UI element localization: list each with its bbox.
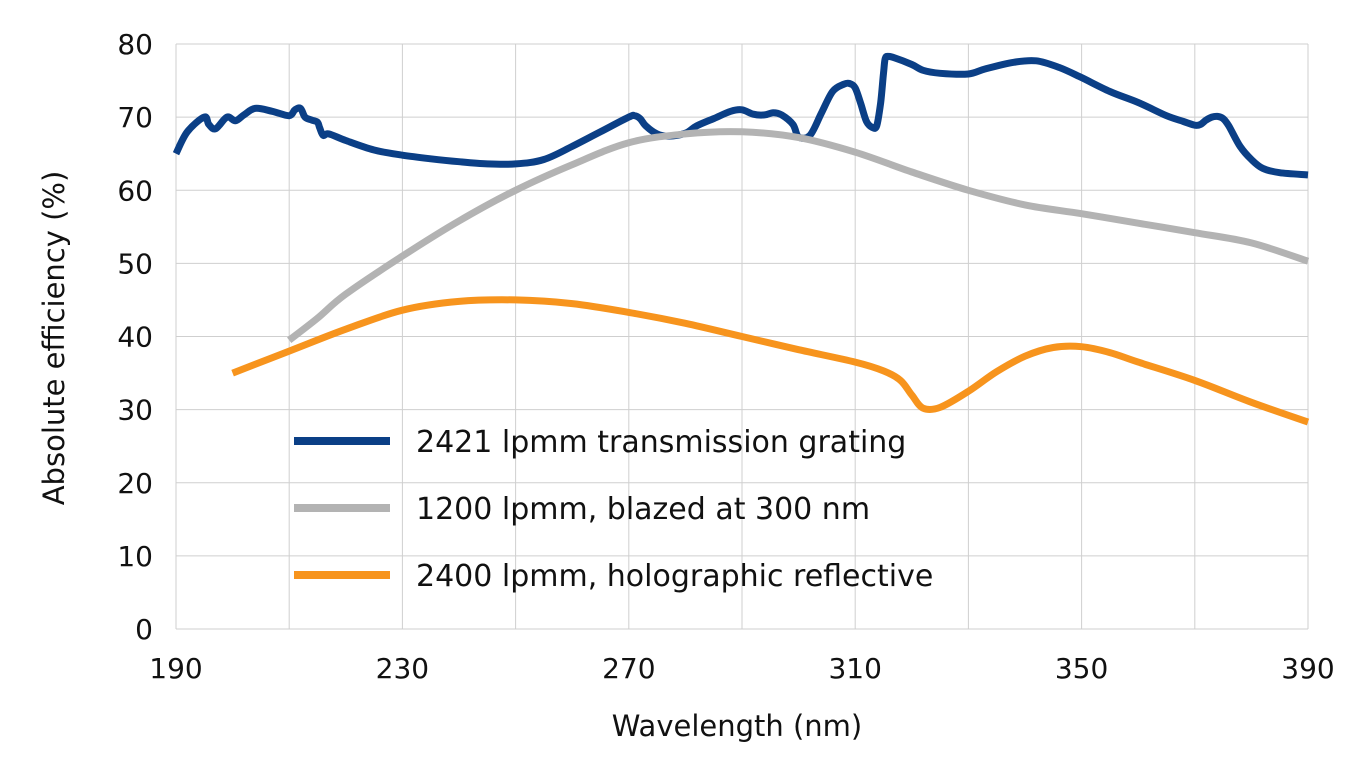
y-tick-label: 20	[117, 467, 153, 500]
y-axis-label: Absolute efficiency (%)	[37, 171, 71, 506]
x-tick-label: 390	[1281, 652, 1334, 685]
legend-label: 2421 lpmm transmission grating	[416, 425, 906, 460]
y-tick-label: 50	[117, 247, 153, 280]
x-tick-label: 230	[376, 652, 429, 685]
x-tick-label: 350	[1055, 652, 1108, 685]
series-line-1	[172, 52, 1309, 179]
series-line-2	[287, 128, 1310, 343]
legend-label: 1200 lpmm, blazed at 300 nm	[416, 492, 870, 527]
y-tick-label: 30	[117, 394, 153, 427]
series-line-3	[231, 296, 1310, 426]
y-tick-label: 10	[117, 540, 153, 573]
x-tick-label: 270	[602, 652, 655, 685]
series-layer	[172, 52, 1310, 426]
x-tick-label: 190	[149, 652, 202, 685]
x-axis-label: Wavelength (nm)	[612, 709, 863, 743]
y-tick-label: 60	[117, 174, 153, 207]
chart-gridlines	[175, 43, 1309, 630]
y-tick-label: 40	[117, 321, 153, 354]
y-axis-tick-labels: 0 10 20 30 40 50 60 70 80	[117, 28, 153, 646]
x-axis-tick-labels: 190 230 270 310 350 390	[149, 652, 1334, 685]
y-tick-label: 70	[117, 101, 153, 134]
y-tick-label: 0	[135, 613, 153, 646]
chart-legend: 2421 lpmm transmission grating 1200 lpmm,…	[294, 425, 933, 594]
y-tick-label: 80	[117, 28, 153, 61]
x-tick-label: 310	[828, 652, 881, 685]
legend-label: 2400 lpmm, holographic reflective	[416, 559, 933, 594]
